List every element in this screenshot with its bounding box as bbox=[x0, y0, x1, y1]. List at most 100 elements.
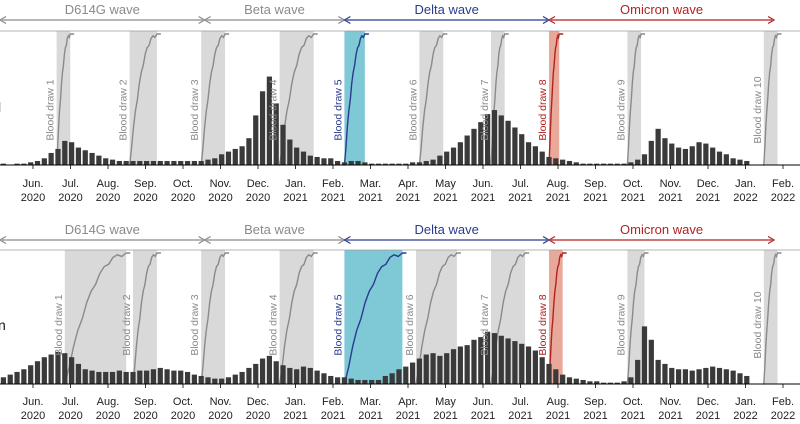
blood-draw-span-6 bbox=[419, 31, 444, 165]
x-tick-label-month: Jun. bbox=[23, 178, 44, 190]
bar bbox=[157, 367, 163, 384]
bar bbox=[580, 379, 586, 384]
bar bbox=[498, 335, 504, 384]
bar bbox=[744, 160, 750, 165]
x-tick-label-month: Dec. bbox=[697, 178, 720, 190]
bar bbox=[14, 163, 20, 165]
bar bbox=[682, 148, 689, 165]
bar bbox=[103, 371, 109, 384]
bar bbox=[178, 160, 184, 165]
wave-3-arrow-left bbox=[343, 235, 351, 245]
bar bbox=[403, 366, 409, 384]
x-tick-label-year: 2021 bbox=[508, 192, 532, 204]
bar bbox=[184, 160, 191, 165]
x-tick-label-month: Jan. bbox=[735, 178, 756, 190]
bar bbox=[355, 379, 361, 384]
blood-draw-span-2 bbox=[132, 250, 157, 384]
x-tick-label-year: 2021 bbox=[658, 410, 682, 419]
x-tick-label-year: 2020 bbox=[58, 410, 82, 419]
bar bbox=[600, 382, 607, 384]
bar bbox=[239, 146, 245, 165]
wave-3-arrow-left bbox=[343, 15, 351, 25]
x-tick-label-year: 2021 bbox=[696, 410, 720, 419]
bar bbox=[253, 363, 259, 384]
blood-draw-curve-1 bbox=[55, 33, 75, 166]
bar bbox=[382, 375, 388, 384]
bar bbox=[416, 358, 423, 384]
bar bbox=[478, 337, 484, 384]
bar bbox=[532, 146, 538, 165]
x-tick-label-year: 2022 bbox=[733, 192, 757, 204]
x-tick-label-month: Jul. bbox=[62, 178, 79, 190]
x-tick-label-year: 2021 bbox=[433, 410, 457, 419]
bar bbox=[96, 371, 102, 384]
bar bbox=[505, 120, 511, 165]
bar bbox=[362, 379, 368, 384]
bar bbox=[178, 370, 184, 384]
blood-draw-label-6: Blood draw 6 bbox=[407, 79, 419, 140]
x-tick-label-month: Apr. bbox=[398, 178, 418, 190]
bar bbox=[280, 124, 286, 165]
bar bbox=[525, 346, 532, 384]
x-tick-label-year: 2021 bbox=[546, 410, 570, 419]
bar bbox=[28, 162, 34, 165]
x-tick-label-month: Dec. bbox=[697, 396, 720, 408]
bar bbox=[355, 160, 361, 165]
blood-draw-curve-2 bbox=[128, 33, 161, 166]
bar bbox=[396, 369, 402, 384]
bar bbox=[287, 367, 293, 384]
bar bbox=[150, 160, 157, 165]
wave-4-arrow-right bbox=[767, 15, 776, 25]
wave-label-4: Omicron wave bbox=[620, 2, 703, 17]
blood-draw-label-5: Blood draw 5 bbox=[332, 294, 344, 355]
x-tick-label-year: 2020 bbox=[21, 410, 45, 419]
bar bbox=[82, 150, 88, 165]
bar bbox=[334, 377, 341, 384]
bar bbox=[396, 163, 402, 165]
bar bbox=[410, 162, 416, 165]
side-label: l bbox=[0, 99, 1, 115]
wave-label-3: Delta wave bbox=[415, 222, 479, 237]
x-tick-label-year: 2021 bbox=[283, 192, 307, 204]
bar bbox=[69, 142, 75, 165]
x-tick-label-year: 2021 bbox=[471, 410, 495, 419]
bar bbox=[478, 122, 484, 165]
bar bbox=[450, 349, 457, 384]
x-tick-label-month: Sep. bbox=[134, 396, 157, 408]
bar bbox=[21, 369, 27, 384]
bar bbox=[430, 353, 436, 384]
blood-draw-span-10 bbox=[763, 31, 778, 165]
bar bbox=[635, 359, 641, 384]
bar bbox=[246, 138, 252, 165]
bar bbox=[246, 367, 252, 384]
x-tick-label-year: 2021 bbox=[583, 192, 607, 204]
bar bbox=[464, 345, 470, 384]
x-tick-label-year: 2021 bbox=[433, 192, 457, 204]
x-tick-label-year: 2021 bbox=[283, 410, 307, 419]
bar bbox=[348, 160, 354, 165]
bar bbox=[710, 366, 716, 384]
bar bbox=[437, 355, 443, 384]
x-tick-label-year: 2020 bbox=[96, 192, 120, 204]
bar bbox=[253, 115, 259, 165]
blood-draw-label-2: Blood draw 2 bbox=[121, 294, 133, 355]
bar bbox=[600, 163, 607, 165]
bar bbox=[737, 159, 743, 165]
bar bbox=[164, 160, 170, 165]
bar bbox=[628, 162, 634, 165]
bar bbox=[369, 163, 375, 165]
x-tick-label-month: Oct. bbox=[623, 396, 643, 408]
x-tick-label-year: 2020 bbox=[133, 410, 157, 419]
x-tick-label-year: 2020 bbox=[133, 192, 157, 204]
bar bbox=[280, 365, 286, 384]
x-tick-label-year: 2022 bbox=[771, 192, 795, 204]
bar bbox=[689, 146, 695, 165]
blood-draw-span-1 bbox=[64, 250, 127, 384]
wave-4-arrow-left bbox=[547, 15, 556, 25]
x-tick-label-year: 2020 bbox=[171, 410, 195, 419]
bar bbox=[171, 160, 177, 165]
bar bbox=[375, 379, 382, 384]
x-tick-label-year: 2020 bbox=[171, 192, 195, 204]
bar bbox=[69, 357, 75, 384]
blood-draw-label-6: Blood draw 6 bbox=[404, 294, 416, 355]
